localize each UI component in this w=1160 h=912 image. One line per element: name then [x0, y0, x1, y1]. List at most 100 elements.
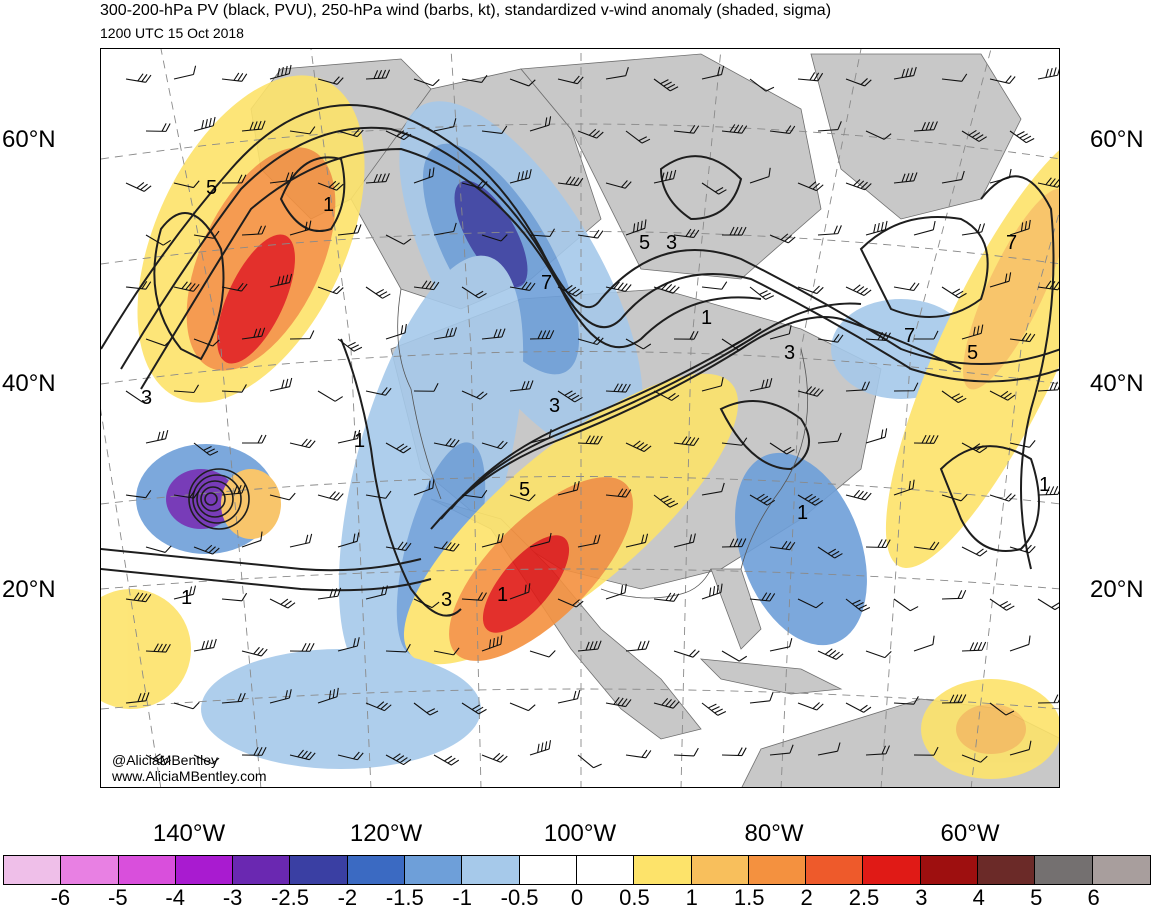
- wind-barb: [125, 692, 150, 704]
- wind-barb: [317, 687, 339, 704]
- wind-barb: [433, 222, 457, 236]
- wind-barb: [865, 745, 890, 756]
- colorbar-swatch: [462, 856, 520, 884]
- wind-barb: [605, 488, 632, 498]
- wind-barb: [529, 532, 552, 548]
- wind-barb: [797, 181, 824, 192]
- pv-ring: [200, 486, 226, 512]
- wind-barb: [913, 635, 935, 652]
- wind-barb: [577, 640, 602, 652]
- wind-barb: [461, 702, 487, 715]
- wind-barb: [557, 481, 580, 496]
- wind-barb: [461, 180, 488, 189]
- wind-barb: [241, 225, 267, 236]
- lon-label-60w: 60°W: [940, 820, 1000, 847]
- wind-barb: [413, 702, 439, 716]
- wind-barb: [577, 336, 604, 346]
- valid-time: 1200 UTC 15 Oct 2018: [100, 25, 244, 41]
- wind-barb: [365, 701, 392, 712]
- wind-barb: [317, 76, 344, 85]
- wind-barb: [961, 223, 986, 236]
- wind-barb: [193, 544, 220, 555]
- contour-label: 3: [141, 387, 152, 409]
- wind-barb: [317, 587, 342, 600]
- wind-barb: [701, 583, 723, 600]
- contour-label: 7: [904, 325, 915, 347]
- graticule-meridian-130w: [160, 49, 262, 787]
- wind-barb: [509, 702, 536, 712]
- wind-barb: [221, 384, 247, 393]
- lat-label-left-20n: 20°N: [2, 576, 56, 603]
- wind-barb: [529, 650, 556, 658]
- wind-barb: [701, 702, 727, 716]
- graticule-parallel-20n: [101, 568, 1059, 590]
- wind-barb: [913, 330, 939, 340]
- contour-label: 3: [549, 395, 560, 417]
- wind-barb: [289, 749, 316, 761]
- contour-label: 7: [541, 272, 552, 294]
- wind-barb: [173, 281, 200, 292]
- wind-barb: [817, 546, 843, 559]
- lon-label-140w: 140°W: [152, 820, 226, 847]
- wind-barb: [221, 484, 246, 496]
- wind-barb: [365, 286, 391, 299]
- wind-barb: [941, 73, 968, 82]
- colorbar-tick-label: -2.5: [271, 885, 309, 910]
- pv-contour-line: [430, 316, 962, 530]
- wind-barb: [577, 435, 603, 445]
- colorbar-tick-label: -0.5: [500, 885, 539, 910]
- wind-barb: [529, 429, 552, 444]
- wind-barb: [413, 78, 440, 87]
- wind-barb: [769, 233, 796, 244]
- wind-barb: [1037, 694, 1059, 704]
- wind-barb: [1009, 219, 1031, 236]
- wind-barb: [145, 123, 171, 132]
- wind-barb: [557, 284, 584, 297]
- wind-barb: [653, 169, 677, 184]
- wind-barb: [769, 744, 794, 756]
- wind-barb: [385, 541, 412, 551]
- wind-barb: [605, 583, 627, 600]
- pv-contour-line: [450, 328, 762, 510]
- lat-label-right-60n: 60°N: [1090, 126, 1144, 153]
- colorbar-tick-label: 0.5: [619, 885, 650, 910]
- wind-barb: [961, 129, 987, 142]
- wind-barb: [145, 545, 172, 553]
- pv-contour-line: [101, 104, 1059, 365]
- colorbar-swatch: [748, 856, 807, 884]
- lon-label-80w: 80°W: [744, 820, 804, 847]
- wind-barb: [845, 702, 872, 713]
- wind-barb: [625, 219, 647, 236]
- wind-barb: [673, 228, 700, 239]
- wind-barb: [365, 387, 392, 396]
- wind-barb: [673, 533, 696, 548]
- wind-barb: [269, 64, 292, 80]
- wind-barb: [913, 121, 938, 132]
- wind-barb: [701, 281, 728, 290]
- colorbar-swatch: [1092, 856, 1150, 884]
- wind-barb: [749, 167, 771, 184]
- lat-label-left-40n: 40°N: [2, 370, 56, 397]
- wind-barb: [557, 689, 581, 704]
- colorbar-tick-label: 4: [972, 885, 985, 910]
- wind-barb: [865, 539, 891, 549]
- wind-barb: [1037, 66, 1059, 80]
- wind-barb: [749, 592, 776, 602]
- lon-label-100w: 100°W: [543, 820, 617, 847]
- wind-barb: [625, 130, 651, 144]
- wind-barb: [673, 124, 700, 134]
- wind-barb: [413, 280, 440, 291]
- contour-label: 5: [967, 342, 978, 364]
- wind-barb: [385, 323, 407, 340]
- wind-barb: [433, 647, 460, 656]
- colorbar-swatch: [691, 856, 749, 884]
- wind-barb: [673, 330, 699, 340]
- wind-barb: [749, 286, 775, 300]
- wind-barb: [605, 696, 632, 708]
- wind-barb: [653, 494, 679, 508]
- wind-barb: [961, 442, 988, 454]
- wind-barb: [337, 751, 364, 761]
- wind-barb: [605, 281, 632, 292]
- wind-barb: [577, 754, 602, 769]
- colorbar-tick-label: 2: [800, 885, 813, 910]
